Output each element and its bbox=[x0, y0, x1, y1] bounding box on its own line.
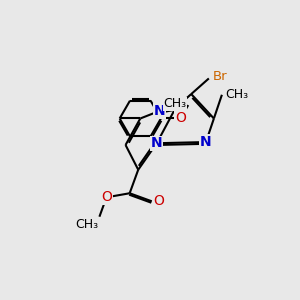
Text: Br: Br bbox=[212, 70, 227, 83]
Text: O: O bbox=[101, 190, 112, 204]
Text: N: N bbox=[200, 135, 212, 149]
Text: N: N bbox=[154, 104, 166, 118]
Text: CH₃: CH₃ bbox=[75, 218, 98, 231]
Text: O: O bbox=[175, 112, 186, 125]
Text: O: O bbox=[153, 194, 164, 208]
Text: N: N bbox=[151, 136, 163, 150]
Text: CH₃: CH₃ bbox=[225, 88, 248, 101]
Text: CH₃: CH₃ bbox=[164, 97, 187, 110]
